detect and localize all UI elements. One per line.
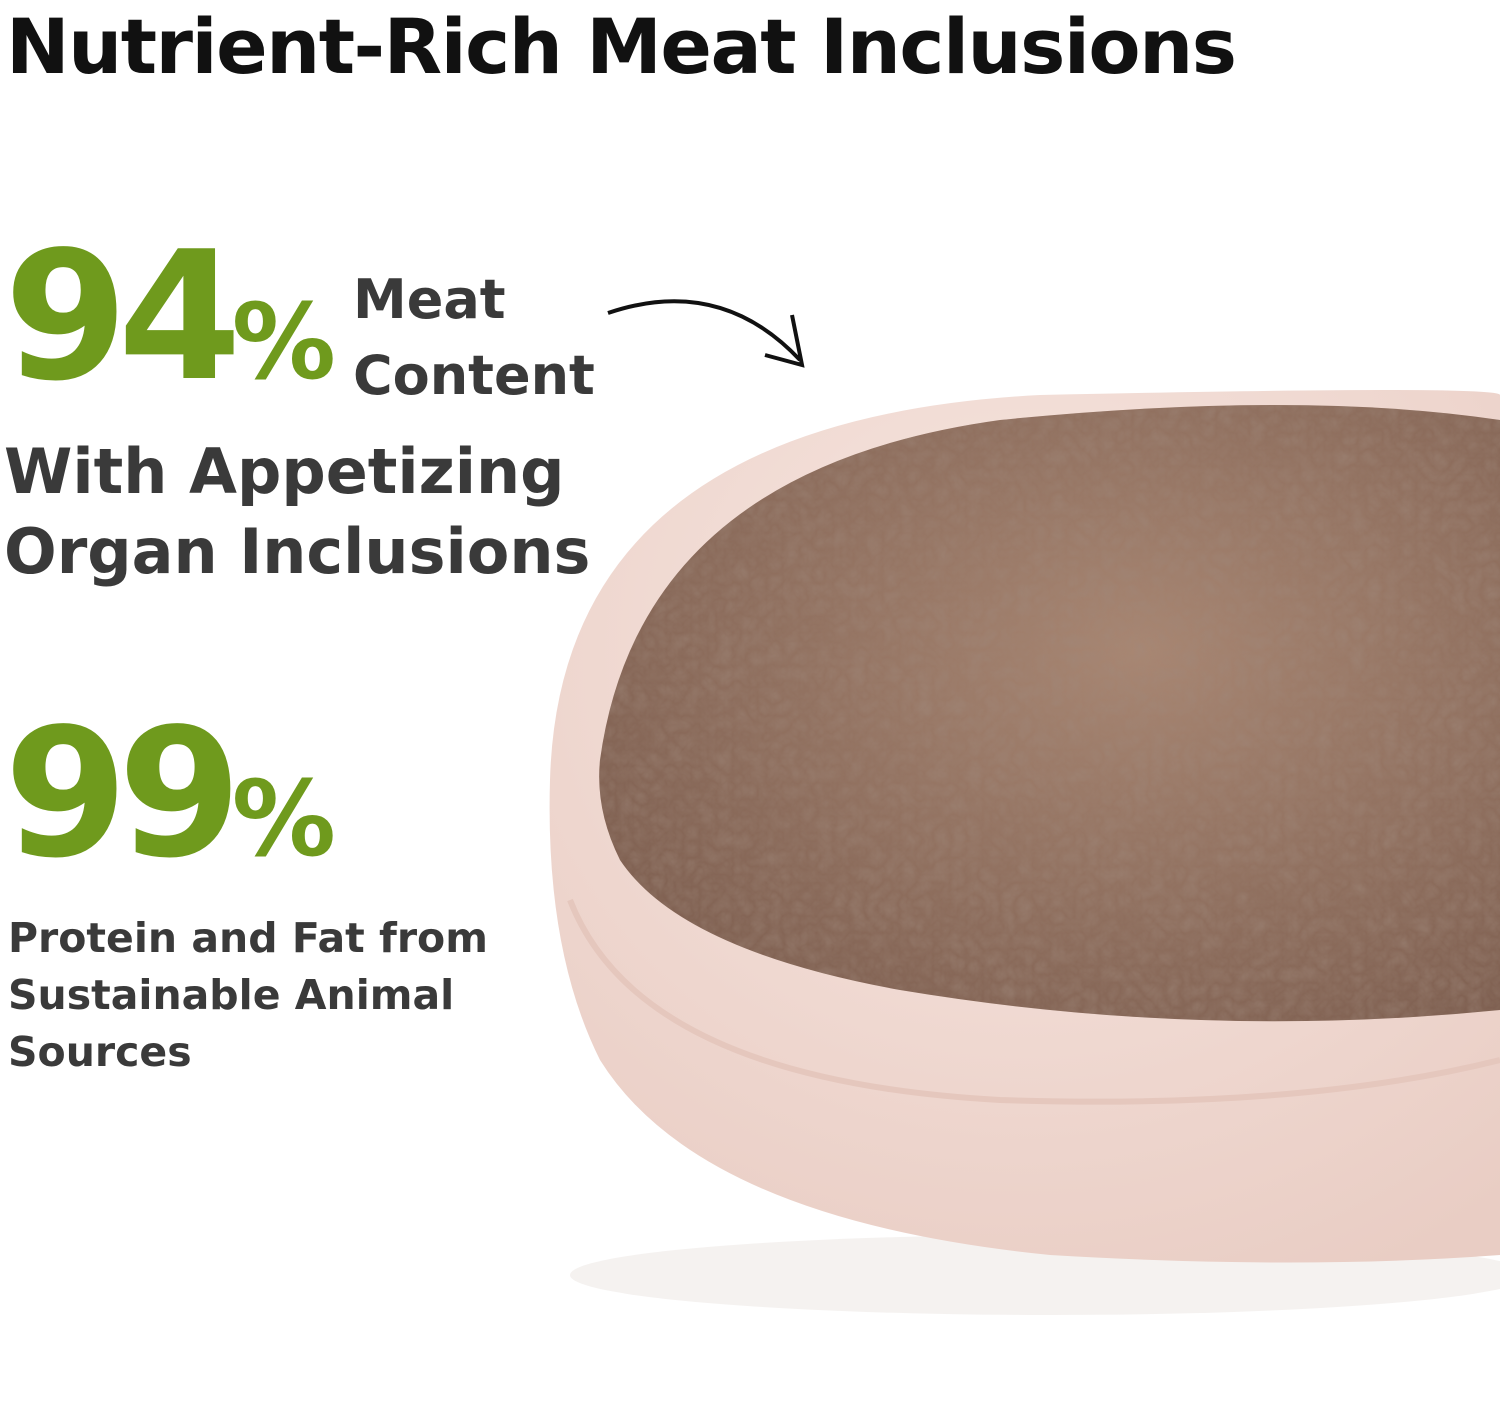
curved-arrow-icon [607,299,805,368]
page-title: Nutrient-Rich Meat Inclusions [6,2,1237,91]
stat-94-unit: % [231,281,336,403]
description-line: Sources [8,1028,192,1076]
subtitle-line: With Appetizing [4,435,565,508]
stat-94-label: Meat Content [353,262,595,414]
description-line: Protein and Fat from [8,914,488,962]
stat-94-subtitle: With Appetizing Organ Inclusions [4,432,590,592]
stat-99-number: 99 [4,690,242,897]
stat-94-number: 94 [4,213,242,420]
stat-99-unit: % [231,758,336,880]
stat-94: 94% [4,228,336,406]
label-line: Meat [353,268,506,331]
description-line: Sustainable Animal [8,971,455,1019]
subtitle-line: Organ Inclusions [4,515,591,588]
stat-99: 99% [4,705,336,883]
label-line: Content [353,344,595,407]
stat-99-description: Protein and Fat from Sustainable Animal … [8,910,488,1081]
